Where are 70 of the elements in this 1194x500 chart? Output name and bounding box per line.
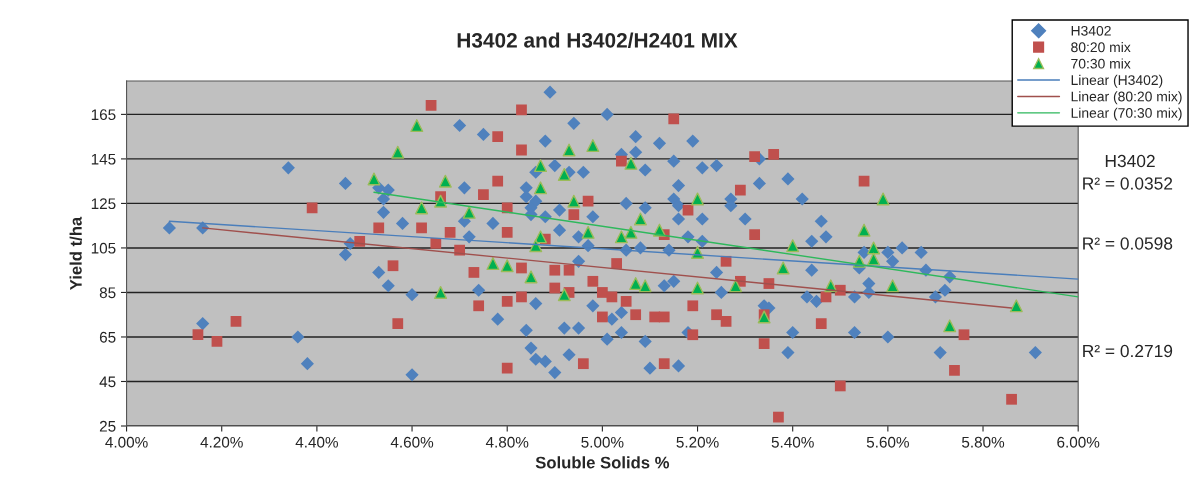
text: R² = 0.0352 [1083, 177, 1173, 190]
x-tick-label: 4.20% [200, 436, 243, 448]
y-tick-label: 25 [99, 420, 116, 432]
point [367, 172, 381, 186]
point [415, 201, 429, 215]
point [500, 259, 514, 273]
point [567, 194, 581, 208]
point [867, 252, 881, 266]
x-tick-label: 4.60% [390, 436, 434, 448]
legend-label: 80:20 mix [1071, 41, 1131, 53]
y-tick-label: 165 [91, 109, 116, 121]
y-tick-label: 45 [99, 376, 116, 388]
point [462, 205, 476, 219]
x-tick-label: 4.00% [105, 436, 148, 448]
point [562, 143, 576, 157]
text: R² = 0.2719 [1083, 344, 1173, 358]
point [581, 225, 595, 239]
y-tick-label: 85 [99, 287, 116, 299]
legend-label: Linear (70:30 mix) [1071, 107, 1182, 121]
point [391, 145, 405, 159]
y-tick-label: 125 [91, 198, 116, 210]
x-tick-label: 5.60% [866, 436, 909, 448]
y-axis-title: Yield t/ha [69, 216, 82, 290]
point [691, 192, 705, 206]
point [1009, 299, 1023, 313]
point [557, 288, 571, 302]
x-tick-label: 5.20% [676, 436, 719, 448]
y-tick-label: 105 [91, 242, 116, 254]
text: H3402 [1105, 154, 1155, 168]
point [943, 319, 957, 333]
point [691, 281, 705, 295]
point [624, 225, 638, 239]
point [524, 270, 538, 284]
point [776, 261, 790, 275]
point [876, 192, 890, 206]
x-tick-label: 5.80% [961, 436, 1005, 448]
point [624, 156, 638, 170]
point [633, 212, 647, 226]
point [867, 241, 881, 255]
point [529, 239, 543, 253]
point [614, 230, 628, 244]
point [629, 277, 643, 291]
y-tick-label: 145 [91, 153, 116, 165]
x-tick-label: 4.40% [295, 436, 338, 448]
legend-label: Linear (H3402) [1071, 74, 1163, 88]
legend-label: H3402 [1071, 25, 1111, 36]
point [534, 159, 548, 173]
point [557, 167, 571, 181]
point [857, 223, 871, 237]
x-axis-title: Soluble Solids % [535, 456, 670, 469]
x-tick-label: 5.00% [581, 436, 624, 448]
x-tick-label: 6.00% [1057, 436, 1100, 448]
point [534, 181, 548, 195]
point [486, 257, 500, 271]
x-tick-label: 4.80% [485, 436, 529, 448]
point [586, 139, 600, 153]
legend-label: Linear (80:20 mix) [1071, 91, 1182, 105]
y-tick-label: 65 [99, 331, 116, 343]
point [438, 174, 452, 188]
text: R² = 0.0598 [1083, 237, 1173, 250]
point [786, 239, 800, 253]
chart-title: H3402 and H3402/H2401 MIX [457, 32, 738, 48]
x-tick-label: 5.40% [771, 436, 814, 448]
point [729, 279, 743, 293]
point [534, 230, 548, 244]
point [410, 119, 424, 133]
point [638, 279, 652, 293]
legend-label: 70:30 mix [1071, 58, 1131, 69]
point [434, 285, 448, 299]
point [886, 279, 900, 293]
